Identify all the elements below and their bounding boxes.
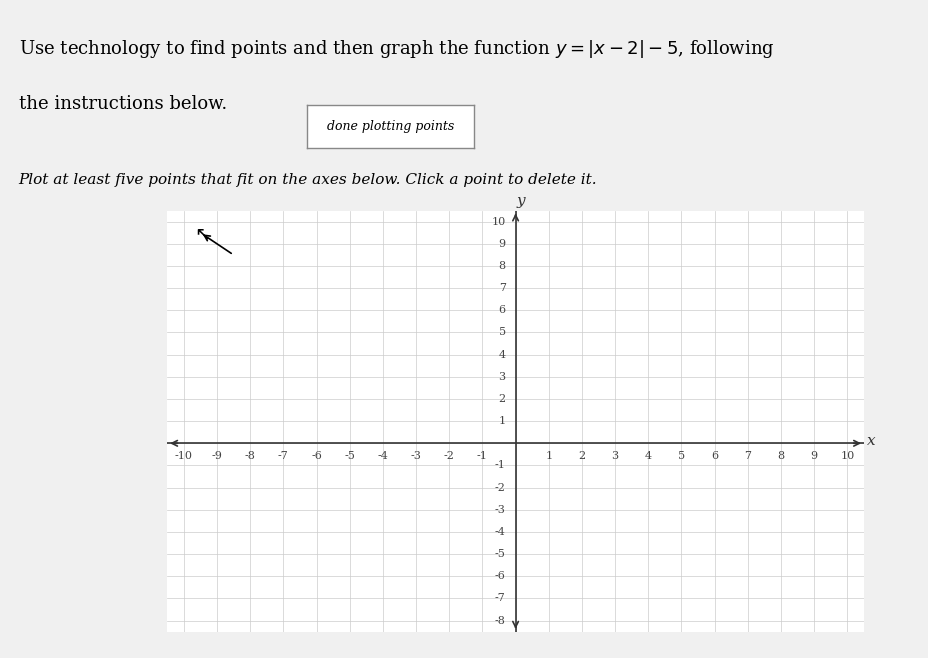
Text: -1: -1	[495, 461, 505, 470]
Text: -8: -8	[495, 616, 505, 626]
Text: 1: 1	[498, 416, 505, 426]
Text: 6: 6	[498, 305, 505, 315]
Text: Plot at least five points that fit on the axes below. Click a point to delete it: Plot at least five points that fit on th…	[19, 172, 597, 187]
Text: 10: 10	[839, 451, 854, 461]
Text: 3: 3	[498, 372, 505, 382]
Text: -5: -5	[344, 451, 354, 461]
Text: -4: -4	[377, 451, 388, 461]
Text: 5: 5	[677, 451, 684, 461]
Text: the instructions below.: the instructions below.	[19, 95, 226, 113]
Text: x: x	[867, 434, 875, 448]
Text: 9: 9	[498, 239, 505, 249]
Text: -2: -2	[495, 482, 505, 493]
Text: Use technology to find points and then graph the function $y = |x - 2| - 5$, fol: Use technology to find points and then g…	[19, 38, 773, 60]
Text: -3: -3	[410, 451, 421, 461]
Text: done plotting points: done plotting points	[327, 120, 453, 133]
Text: 2: 2	[578, 451, 585, 461]
Text: -7: -7	[495, 594, 505, 603]
Text: 9: 9	[810, 451, 817, 461]
Text: 10: 10	[491, 216, 505, 226]
Text: -3: -3	[495, 505, 505, 515]
Text: -9: -9	[212, 451, 222, 461]
Text: -2: -2	[444, 451, 454, 461]
Text: 4: 4	[498, 349, 505, 360]
Text: -8: -8	[244, 451, 255, 461]
Text: 1: 1	[545, 451, 552, 461]
Text: -5: -5	[495, 549, 505, 559]
Text: 7: 7	[498, 283, 505, 293]
Text: 2: 2	[498, 394, 505, 404]
Text: ↖: ↖	[194, 224, 210, 243]
Text: -6: -6	[311, 451, 322, 461]
Text: 5: 5	[498, 328, 505, 338]
Text: 7: 7	[743, 451, 751, 461]
Text: 6: 6	[710, 451, 717, 461]
Text: -10: -10	[174, 451, 193, 461]
Text: 8: 8	[777, 451, 784, 461]
Text: -1: -1	[476, 451, 487, 461]
Text: -4: -4	[495, 527, 505, 537]
Text: -7: -7	[277, 451, 289, 461]
Text: 4: 4	[644, 451, 651, 461]
Text: y: y	[516, 194, 524, 209]
Text: 8: 8	[498, 261, 505, 271]
Text: -6: -6	[495, 571, 505, 581]
Text: 3: 3	[611, 451, 618, 461]
